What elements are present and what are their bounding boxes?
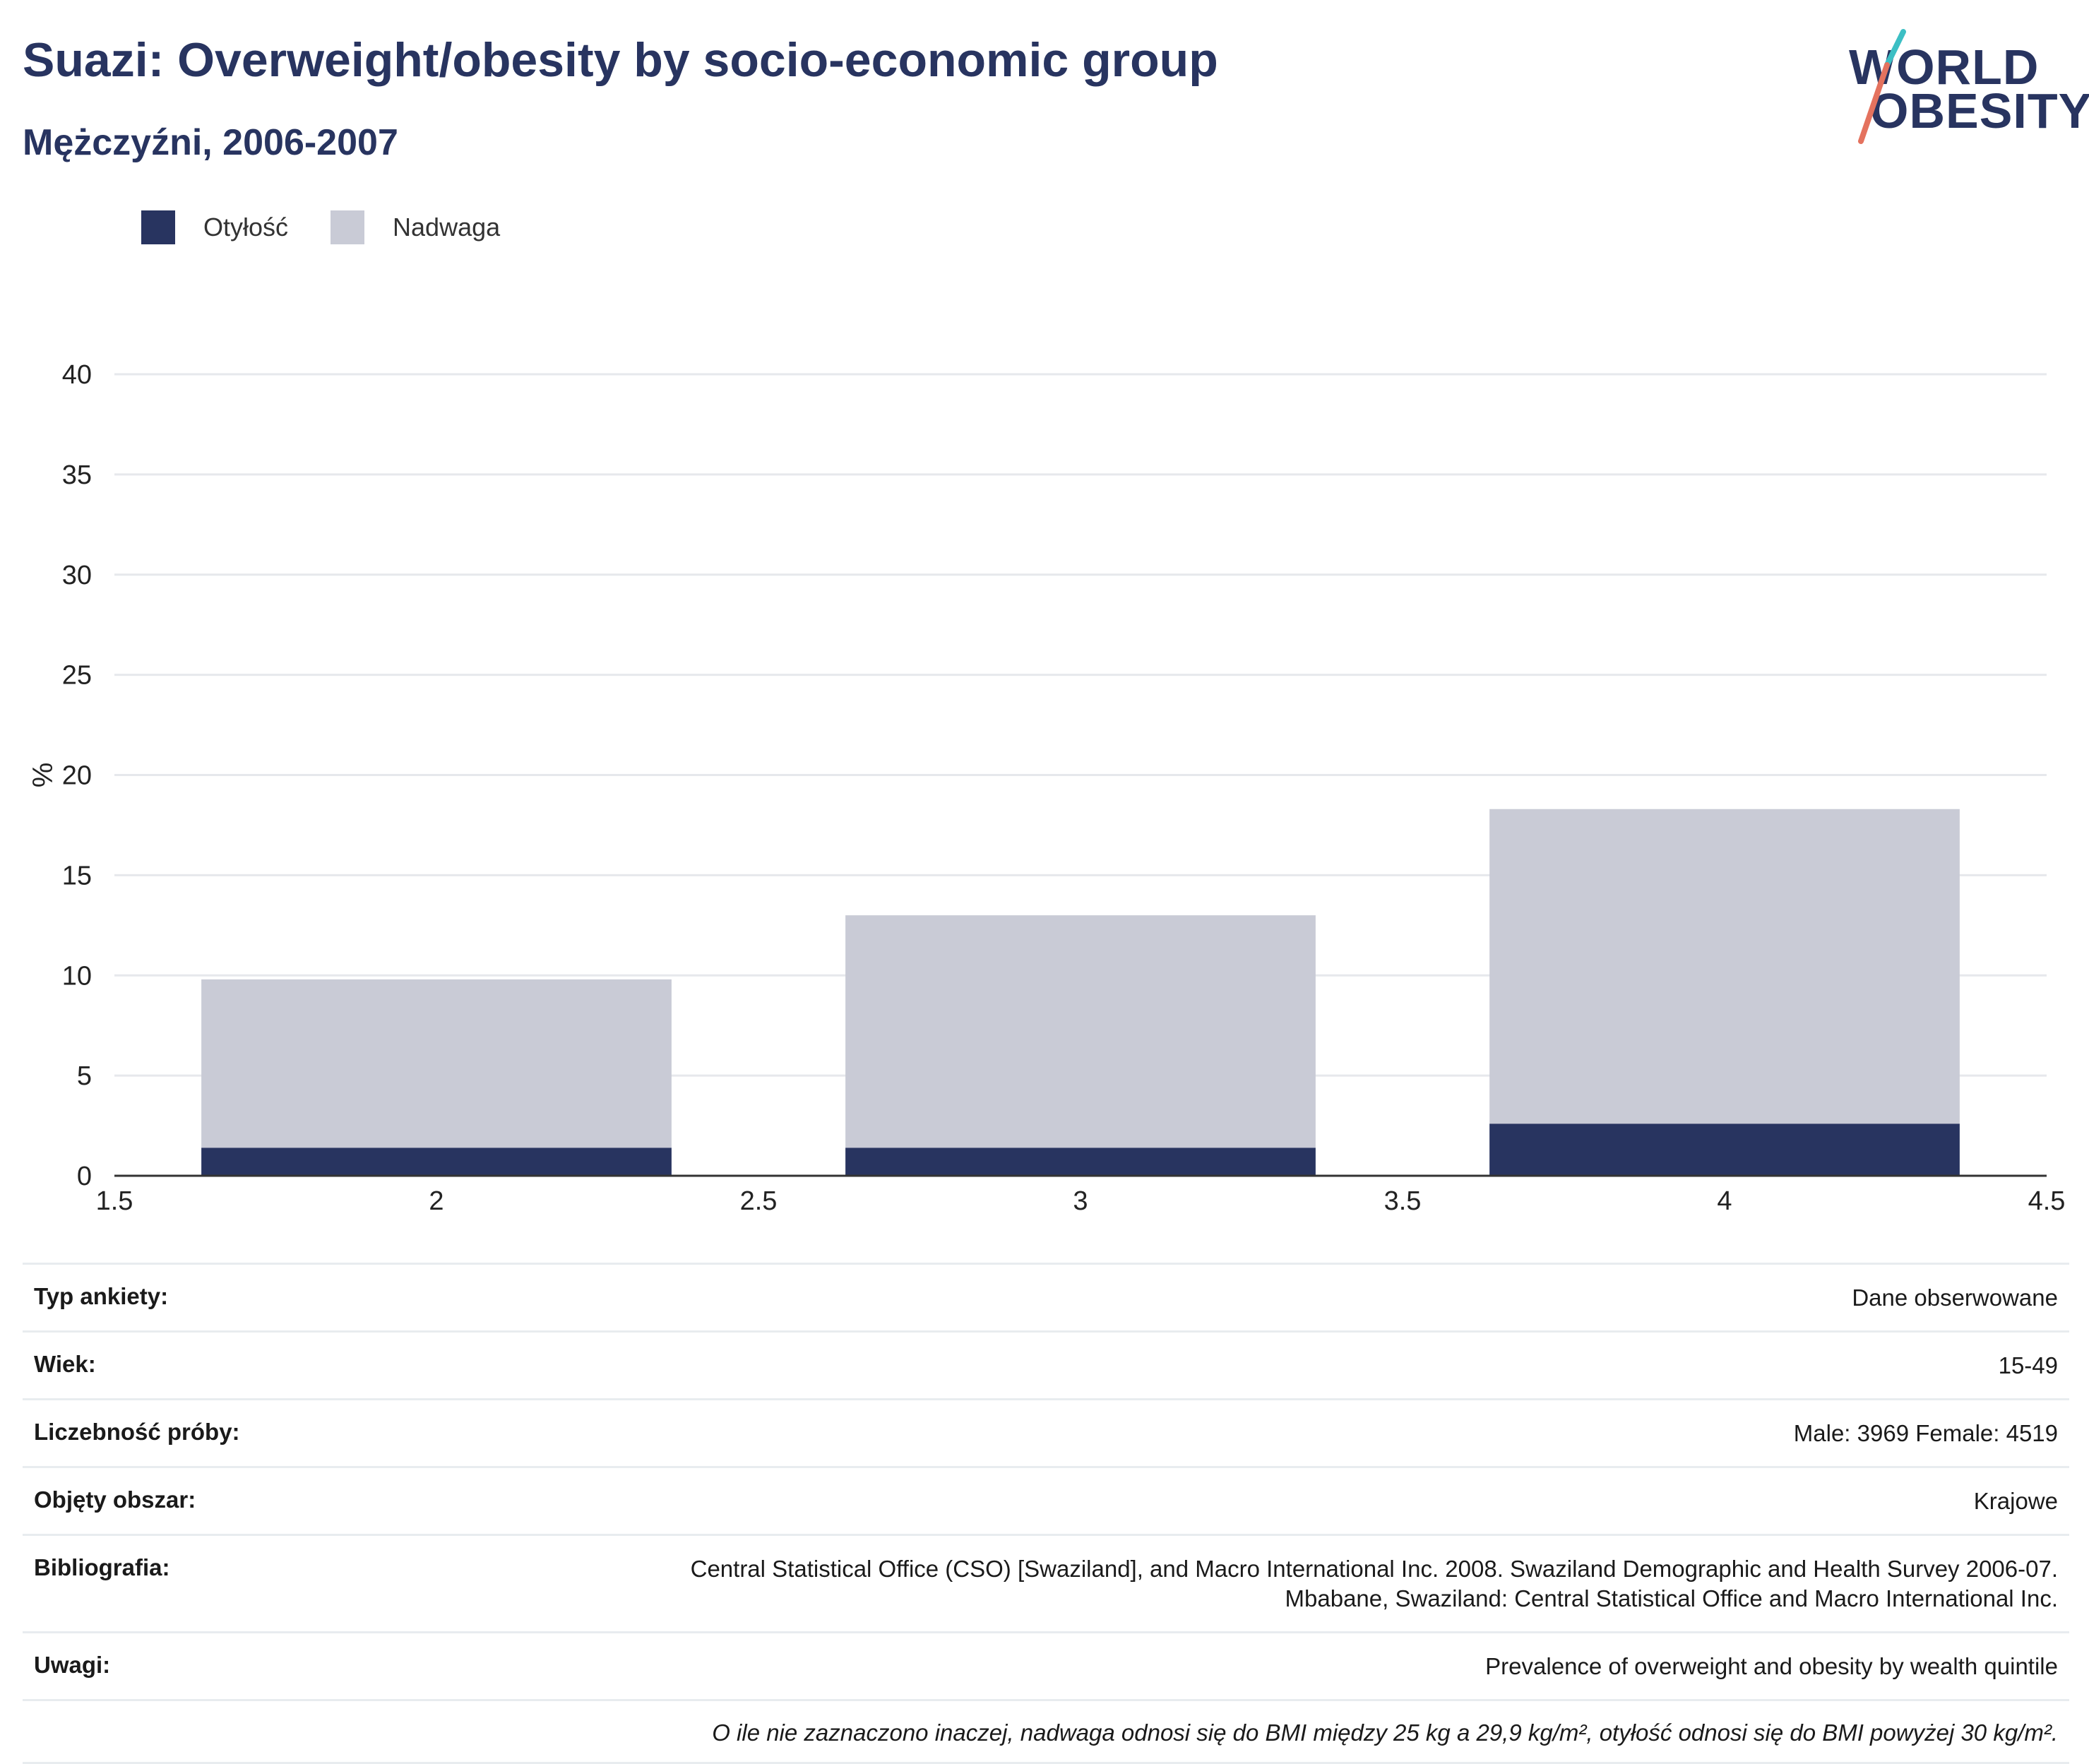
- info-key: Bibliografia:: [34, 1554, 170, 1580]
- y-tick-label: 30: [62, 561, 92, 590]
- chart-subtitle: Mężczyźni, 2006-2007: [23, 122, 398, 163]
- info-value: Dane obserwowane: [1852, 1285, 2058, 1311]
- x-tick-label: 2.5: [740, 1186, 778, 1216]
- y-tick-label: 40: [62, 360, 92, 390]
- info-value: Central Statistical Office (CSO) [Swazil…: [691, 1554, 2058, 1615]
- logo-slash-icon: [1858, 29, 1906, 144]
- y-tick-label: 15: [62, 861, 92, 890]
- logo-line-obesity: OBESITY: [1870, 83, 2089, 138]
- info-key: Wiek:: [34, 1350, 96, 1377]
- info-value: Krajowe: [1973, 1487, 2058, 1514]
- info-value: Prevalence of overweight and obesity by …: [1485, 1653, 2058, 1680]
- bibliography-line-1: Central Statistical Office (CSO) [Swazil…: [690, 1555, 2058, 1582]
- bar-overweight: [201, 979, 672, 1148]
- info-row-coverage: Objęty obszar: Krajowe: [23, 1465, 2069, 1534]
- y-tick-label: 10: [62, 961, 92, 991]
- y-tick-label: 5: [77, 1061, 92, 1091]
- bibliography-line-2: Mbabane, Swaziland: Central Statistical …: [1285, 1585, 2058, 1612]
- bar-overweight: [845, 915, 1316, 1148]
- chart-title: Suazi: Overweight/obesity by socio-econo…: [23, 33, 1218, 87]
- legend-swatch-overweight: [331, 210, 365, 244]
- info-key: Uwagi:: [34, 1652, 111, 1679]
- legend-item-obesity[interactable]: Otyłość: [141, 210, 288, 244]
- x-tick-label: 3.5: [1384, 1186, 1422, 1216]
- bar-obesity: [1489, 1124, 1960, 1176]
- x-tick-label: 4: [1717, 1186, 1732, 1216]
- info-value: Male: 3969 Female: 4519: [1793, 1419, 2058, 1446]
- x-tick-label: 4.5: [2028, 1186, 2066, 1216]
- survey-info-table: Typ ankiety: Dane obserwowane Wiek: 15-4…: [23, 1263, 2069, 1764]
- info-value: 15-49: [1998, 1352, 2058, 1378]
- y-tick-label: 35: [62, 460, 92, 490]
- chart-legend: Otyłość Nadwaga: [141, 210, 542, 244]
- legend-label-obesity: Otyłość: [203, 213, 289, 242]
- info-key: Objęty obszar:: [34, 1486, 196, 1513]
- world-obesity-logo: WORLD OBESITY: [1836, 28, 2089, 155]
- bar-chart: 0 5 10 15 20 25 30 35 40 1.5 2 2.5 3 3.5 4 4.5%: [28, 360, 2066, 1216]
- info-row-survey-type: Typ ankiety: Dane obserwowane: [23, 1263, 2069, 1330]
- y-tick-label: 25: [62, 661, 92, 691]
- info-row-age: Wiek: 15-49: [23, 1330, 2069, 1398]
- bar-obesity: [201, 1148, 672, 1176]
- legend-swatch-obesity: [141, 210, 175, 244]
- info-key: Typ ankiety:: [34, 1283, 169, 1309]
- bar-overweight: [1489, 809, 1960, 1124]
- legend-item-overweight[interactable]: Nadwaga: [331, 210, 500, 244]
- x-tick-label: 1.5: [96, 1186, 133, 1216]
- y-tick-label: 0: [77, 1162, 92, 1191]
- y-axis-label: %: [28, 763, 59, 788]
- info-key: Liczebność próby:: [34, 1418, 240, 1445]
- info-row-notes: Uwagi: Prevalence of overweight and obes…: [23, 1631, 2069, 1699]
- bmi-definition-note: O ile nie zaznaczono inaczej, nadwaga od…: [23, 1699, 2069, 1764]
- info-row-sample-size: Liczebność próby: Male: 3969 Female: 451…: [23, 1398, 2069, 1466]
- x-tick-label: 2: [429, 1186, 444, 1216]
- legend-label-overweight: Nadwaga: [393, 213, 501, 242]
- info-row-bibliography: Bibliografia: Central Statistical Office…: [23, 1533, 2069, 1632]
- x-tick-label: 3: [1073, 1186, 1088, 1216]
- bar-obesity: [845, 1148, 1316, 1176]
- y-tick-label: 20: [62, 761, 92, 791]
